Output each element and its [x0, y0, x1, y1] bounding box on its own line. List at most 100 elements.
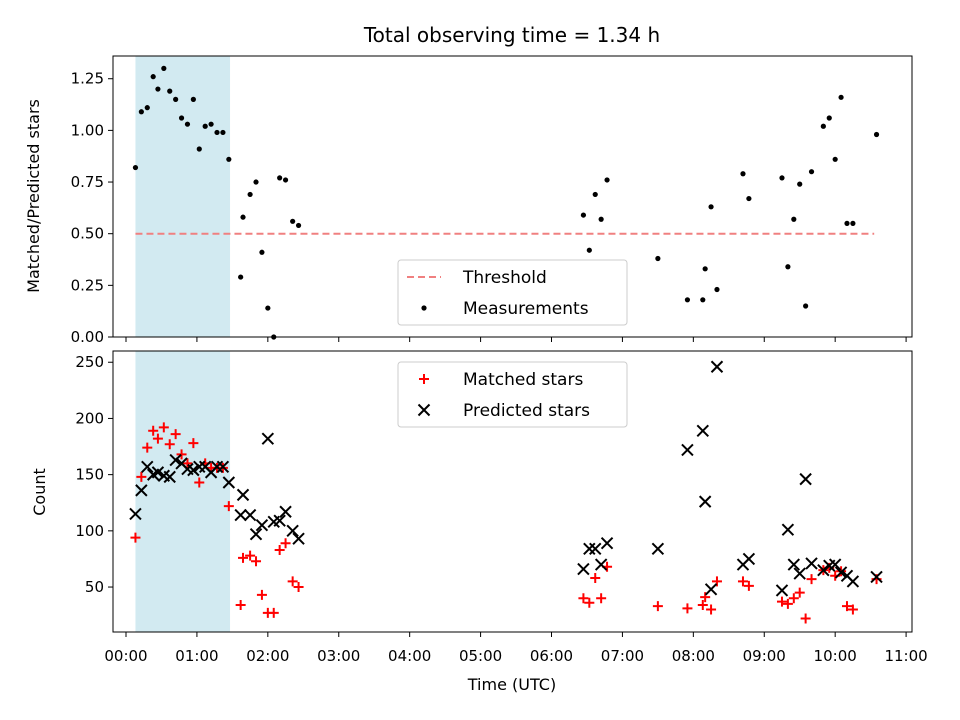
predicted-star-point [681, 443, 694, 457]
matched-star-point [136, 471, 147, 482]
xtick-label: 01:00 [175, 647, 218, 665]
xtick-label: 10:00 [814, 647, 857, 665]
predicted-star-point [249, 528, 263, 541]
predicted-star-point [261, 432, 275, 445]
matched-star-point [287, 576, 298, 587]
legend-label: Threshold [462, 268, 547, 288]
bottom-axes-frame [112, 350, 913, 633]
xtick-label: 03:00 [317, 647, 360, 665]
top-ytick-label: 0.25 [71, 276, 104, 294]
plot-area: 0.00 0.25 0.50 0.75 1.00 1.25 50 100 150 200 250 00… [71, 55, 928, 665]
predicted-star-point [594, 558, 608, 571]
measurement-point [803, 303, 809, 309]
xtick-label: 00:00 [104, 647, 147, 665]
predicted-star-point [793, 567, 806, 580]
matched-star-point [176, 449, 187, 460]
predicted-star-point [279, 505, 292, 518]
matched-star-point [743, 580, 754, 591]
measurement-point [253, 179, 259, 185]
predicted-star-point [698, 495, 712, 508]
matched-star-point [682, 603, 693, 614]
measurement-point [290, 218, 296, 224]
measurement-point [155, 86, 161, 92]
predicted-star-point [589, 542, 602, 556]
measurement-point [808, 169, 815, 175]
matched-star-point [274, 544, 285, 555]
matched-star-point [293, 582, 304, 593]
matched-star-point [245, 550, 256, 561]
matched-star-point [182, 458, 193, 469]
measurement-point [655, 255, 661, 262]
predicted-star-point [236, 488, 250, 502]
xtick-label: 02:00 [246, 647, 289, 665]
measurement-point [208, 121, 214, 127]
predicted-star-point [704, 583, 718, 596]
matched-star-point [164, 439, 175, 450]
predicted-star-point [222, 476, 236, 489]
matched-star-point [697, 600, 708, 611]
measurement-point [190, 96, 196, 102]
predicted-star-point [135, 484, 148, 497]
legend-label: Measurements [463, 299, 589, 319]
measurement-point [740, 171, 746, 177]
matched-star-point [800, 613, 811, 624]
predicted-star-point [187, 463, 200, 477]
measurement-point [196, 146, 202, 152]
bottom-legend-box [397, 361, 628, 428]
matched-star-point [794, 587, 805, 598]
measurement-point [844, 220, 850, 226]
predicted-star-point [805, 557, 818, 570]
predicted-star-point [696, 424, 710, 438]
xtick-label: 06:00 [530, 647, 573, 665]
matched-star-point [194, 477, 205, 488]
predicted-star-point [292, 532, 305, 545]
predicted-star-point [710, 360, 724, 373]
predicted-star-point [163, 470, 176, 484]
matched-star-point [188, 438, 199, 449]
xtick-label: 07:00 [601, 647, 644, 665]
bottom-ytick-label: 250 [75, 353, 104, 371]
predicted-star-point [255, 519, 269, 532]
predicted-star-point [273, 514, 286, 527]
measurement-point [202, 123, 208, 129]
measurement-point [580, 212, 587, 218]
matched-star-point [847, 604, 858, 615]
measurement-point [138, 109, 144, 115]
top-ytick-label: 0.50 [71, 225, 104, 243]
top-ytick-label: 0.75 [71, 173, 104, 191]
predicted-star-point [210, 460, 224, 473]
matched-star-point [596, 593, 607, 604]
matched-star-point [142, 442, 153, 453]
chart-title: Total observing time = 1.34 h [363, 23, 660, 47]
matched-star-point [152, 433, 163, 444]
matched-star-point [782, 598, 793, 609]
matched-star-point [700, 592, 711, 603]
bottom-ytick-label: 100 [75, 522, 104, 540]
measurement-point [282, 177, 289, 183]
legend-label: Predicted stars [463, 401, 590, 421]
top-legend: Threshold Measurements [397, 259, 628, 326]
measurement-point [132, 164, 139, 171]
bottom-ytick-label: 50 [85, 578, 104, 596]
predicted-star-point [834, 566, 848, 579]
top-ytick-label: 1.25 [71, 70, 104, 88]
measurement-point [797, 181, 803, 187]
xtick-label: 05:00 [459, 647, 502, 665]
predicted-star-point [577, 562, 590, 576]
bottom-legend: Matched stars Predicted stars [397, 361, 628, 428]
bottom-series-0 [130, 422, 882, 624]
matched-star-point [652, 601, 663, 612]
matched-star-point [170, 429, 181, 440]
matched-star-point [737, 576, 748, 587]
measurement-point [161, 65, 167, 71]
x-axis-label: Time (UTC) [467, 675, 556, 694]
matched-star-point [590, 573, 601, 584]
top-axes-frame [112, 55, 913, 338]
measurement-point [832, 156, 838, 162]
measurement-point [791, 216, 797, 222]
predicted-star-point [129, 507, 142, 521]
measurement-point [178, 115, 185, 121]
predicted-star-point [775, 584, 789, 597]
measurement-point [850, 220, 856, 226]
